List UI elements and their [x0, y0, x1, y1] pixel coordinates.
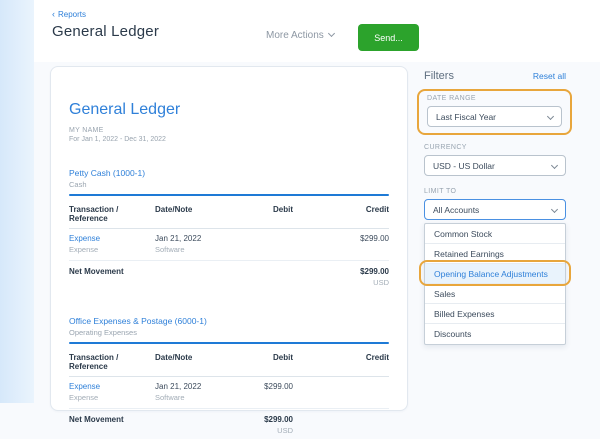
net-movement-credit — [293, 409, 389, 439]
col-header-date: Date/Note — [155, 196, 217, 229]
send-button[interactable]: Send... — [358, 24, 419, 51]
net-credit-amount: $299.00 — [360, 267, 389, 276]
account-options-dropdown: Common Stock Retained Earnings Opening B… — [419, 223, 571, 345]
net-movement-label: Net Movement — [69, 415, 124, 424]
option-sales[interactable]: Sales — [425, 284, 565, 304]
chevron-down-icon — [550, 161, 559, 170]
option-retained-earnings[interactable]: Retained Earnings — [425, 244, 565, 264]
transaction-link[interactable]: Expense — [69, 382, 101, 391]
chevron-down-icon — [550, 205, 559, 214]
net-movement-credit: $299.00 USD — [293, 261, 389, 291]
chevron-down-icon — [327, 29, 335, 38]
date-range-label: DATE RANGE — [427, 95, 476, 102]
breadcrumb-reports-link[interactable]: ‹ Reports — [52, 9, 86, 19]
back-chevron-icon: ‹ — [52, 9, 55, 19]
limit-to-value: All Accounts — [433, 204, 480, 215]
chevron-down-icon — [546, 112, 555, 121]
ledger-section-petty-cash: Petty Cash (1000-1) Cash Transaction / R… — [69, 168, 389, 291]
ledger-table: Transaction / Reference Date/Note Debit … — [69, 344, 389, 439]
ledger-section-office-expenses: Office Expenses & Postage (6000-1) Opera… — [69, 316, 389, 439]
col-header-date: Date/Note — [155, 344, 217, 377]
report-period: For Jan 1, 2022 - Dec 31, 2022 — [69, 136, 166, 143]
net-movement-debit: $299.00 USD — [217, 409, 293, 439]
table-row-transaction: Expense Expense — [69, 377, 155, 409]
option-common-stock[interactable]: Common Stock — [425, 224, 565, 244]
net-debit-currency: USD — [277, 426, 293, 435]
date-range-select[interactable]: Last Fiscal Year — [427, 106, 562, 127]
col-header-debit: Debit — [217, 196, 293, 229]
transaction-sub: Expense — [69, 245, 99, 254]
section-rule — [69, 342, 389, 344]
section-rule — [69, 194, 389, 196]
option-label: Opening Balance Adjustments — [434, 269, 548, 279]
row-date: Jan 21, 2022 — [155, 234, 202, 243]
table-row-transaction: Expense Expense — [69, 229, 155, 261]
reset-all-link[interactable]: Reset all — [532, 71, 566, 81]
app-sidebar-edge — [0, 0, 34, 403]
report-company: MY NAME — [69, 127, 104, 134]
account-type: Operating Expenses — [69, 328, 137, 337]
row-note: Software — [155, 393, 185, 402]
transaction-link[interactable]: Expense — [69, 234, 101, 243]
col-header-transaction: Transaction / Reference — [69, 344, 155, 377]
account-link[interactable]: Office Expenses & Postage (6000-1) — [69, 316, 207, 326]
currency-label: CURRENCY — [424, 144, 467, 151]
more-actions-label: More Actions — [266, 30, 324, 41]
net-credit-currency: USD — [373, 278, 389, 287]
page-header — [34, 0, 600, 62]
table-row-debit — [217, 229, 293, 261]
filters-panel: Filters Reset all DATE RANGE Last Fiscal… — [417, 70, 572, 345]
report-title: General Ledger — [69, 101, 181, 118]
row-note: Software — [155, 245, 185, 254]
more-actions-button[interactable]: More Actions — [266, 29, 335, 41]
limit-to-select[interactable]: All Accounts — [424, 199, 566, 220]
ledger-table: Transaction / Reference Date/Note Debit … — [69, 196, 389, 291]
col-header-transaction: Transaction / Reference — [69, 196, 155, 229]
table-row-date: Jan 21, 2022 Software — [155, 229, 217, 261]
option-discounts[interactable]: Discounts — [434, 329, 472, 339]
currency-select[interactable]: USD - US Dollar — [424, 155, 566, 176]
table-row-credit — [293, 377, 389, 409]
breadcrumb-label: Reports — [58, 10, 87, 19]
account-link[interactable]: Petty Cash (1000-1) — [69, 168, 146, 178]
date-range-annotation-highlight: DATE RANGE Last Fiscal Year — [417, 89, 572, 135]
row-date: Jan 21, 2022 — [155, 382, 202, 391]
table-row-credit: $299.00 — [293, 229, 389, 261]
report-card: General Ledger MY NAME For Jan 1, 2022 -… — [50, 66, 408, 435]
net-movement-spacer — [155, 261, 217, 291]
net-movement-spacer — [155, 409, 217, 439]
option-billed-expenses[interactable]: Billed Expenses — [425, 304, 565, 324]
col-header-credit: Credit — [293, 196, 389, 229]
option-opening-balance-adjustments[interactable]: Opening Balance Adjustments — [419, 260, 571, 286]
net-debit-amount: $299.00 — [264, 415, 293, 424]
filters-title: Filters — [424, 70, 454, 82]
net-movement-label: Net Movement — [69, 267, 124, 276]
limit-to-label: LIMIT TO — [424, 188, 457, 195]
net-movement-debit — [217, 261, 293, 291]
table-row-debit: $299.00 — [217, 377, 293, 409]
table-row-date: Jan 21, 2022 Software — [155, 377, 217, 409]
transaction-sub: Expense — [69, 393, 99, 402]
col-header-debit: Debit — [217, 344, 293, 377]
account-type: Cash — [69, 180, 87, 189]
col-header-credit: Credit — [293, 344, 389, 377]
date-range-value: Last Fiscal Year — [436, 111, 497, 122]
page-title: General Ledger — [52, 23, 160, 40]
currency-value: USD - US Dollar — [433, 160, 495, 171]
